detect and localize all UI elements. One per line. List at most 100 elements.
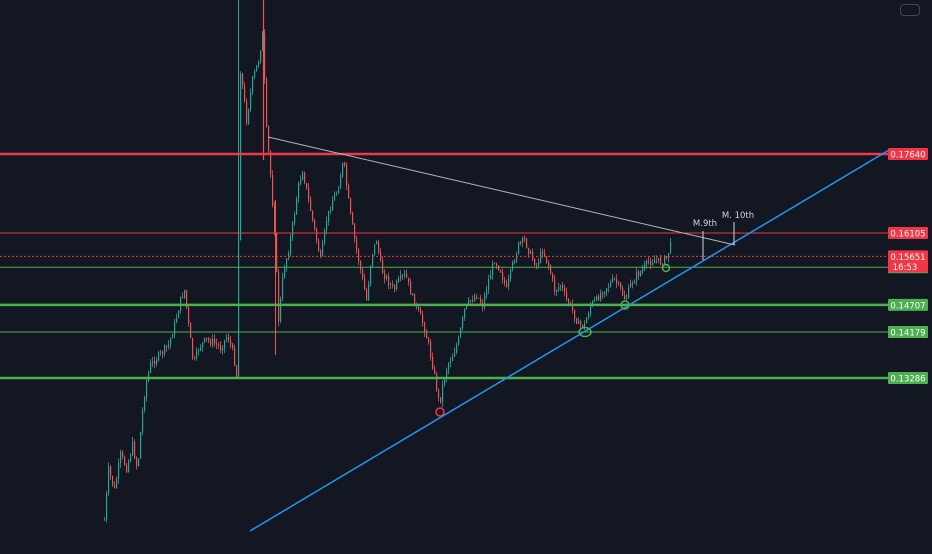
support-3-label-bg [888, 326, 928, 339]
candle-body [424, 323, 426, 333]
candle-body [422, 314, 424, 324]
candle-body [440, 397, 442, 403]
candle-body [610, 282, 612, 287]
candle-body [114, 484, 116, 488]
candle-body [286, 258, 288, 269]
ascending-trendline [249, 149, 890, 532]
candle-body [430, 342, 432, 358]
candle-body [428, 338, 430, 343]
touch-circle-marker [661, 263, 671, 273]
candle-body [278, 271, 280, 322]
candle-body [308, 187, 310, 199]
candle-body [348, 185, 350, 199]
candle-body [620, 282, 622, 288]
candle-body [646, 260, 648, 265]
candle-body [314, 219, 316, 229]
candle-body [326, 221, 328, 231]
candle-body [164, 345, 166, 354]
candle-body [538, 262, 540, 266]
candle-body [312, 210, 314, 220]
candle-body [244, 85, 246, 102]
candle-body [516, 253, 518, 262]
candles-layer [104, 0, 672, 523]
candle-body [658, 257, 660, 261]
candle-body [520, 241, 522, 243]
candle-body [486, 290, 488, 296]
candle-body [586, 318, 588, 324]
candle-body [446, 370, 448, 379]
candle-body [534, 258, 536, 266]
candle-body [524, 237, 526, 239]
candle-body [518, 241, 520, 254]
candle-body [272, 174, 274, 206]
candle-body [122, 451, 124, 457]
candle-body [596, 296, 598, 300]
candle-body [540, 251, 542, 263]
candle-body [338, 188, 340, 194]
candle-body [256, 65, 258, 72]
candle-body [510, 269, 512, 279]
candle-body [592, 301, 594, 306]
candle-body [290, 236, 292, 254]
candle-body [588, 313, 590, 319]
candle-body [158, 352, 160, 360]
candle-body [162, 351, 164, 354]
candle-body [320, 251, 322, 257]
candle-body [466, 304, 468, 309]
descending-trendline [267, 136, 736, 246]
candle-body [468, 300, 470, 305]
touch-circle-marker [620, 300, 630, 310]
candle-body [476, 296, 478, 299]
support-3-label: 0.14179 [890, 329, 925, 339]
candle-body [130, 454, 132, 461]
candle-body [514, 261, 516, 263]
low-circle-marker [435, 407, 445, 417]
candle-body [566, 291, 568, 300]
candle-body [500, 270, 502, 273]
candle-body [386, 276, 388, 279]
annotations-layer: M.9th M. 10th [693, 211, 754, 260]
candle-body [310, 198, 312, 211]
candle-body [322, 242, 324, 257]
candle-body [110, 466, 112, 476]
candle-body [304, 172, 306, 184]
candle-body [170, 338, 172, 345]
candle-body [234, 348, 236, 366]
candle-body [330, 210, 332, 212]
candle-body [622, 287, 624, 296]
candle-body [222, 348, 224, 351]
candle-body [226, 337, 228, 341]
candle-body [246, 101, 248, 124]
candle-body [550, 265, 552, 274]
candle-body [462, 317, 464, 328]
chart-settings-button[interactable] [900, 4, 920, 16]
candle-body [432, 357, 434, 369]
candle-body [494, 263, 496, 265]
candle-body [184, 289, 186, 298]
candle-body [188, 307, 190, 323]
candle-body [472, 300, 474, 302]
candle-body [504, 279, 506, 284]
candle-body [154, 360, 156, 365]
candle-body [470, 300, 472, 301]
candle-body [128, 460, 130, 472]
candle-body [390, 284, 392, 286]
candle-body [360, 261, 362, 270]
candle-body [206, 337, 208, 339]
candle-body [376, 241, 378, 245]
candle-body [562, 285, 564, 289]
markers-layer [435, 263, 671, 417]
candle-body [618, 282, 620, 284]
candle-body [632, 283, 634, 284]
candle-body [552, 273, 554, 279]
candle-body [218, 344, 220, 346]
candle-body [554, 278, 556, 292]
candle-body [214, 338, 216, 344]
candle-body [294, 214, 296, 223]
candle-body [140, 432, 142, 459]
candle-body [542, 251, 544, 254]
candle-body [560, 285, 562, 287]
candle-body [498, 265, 500, 271]
